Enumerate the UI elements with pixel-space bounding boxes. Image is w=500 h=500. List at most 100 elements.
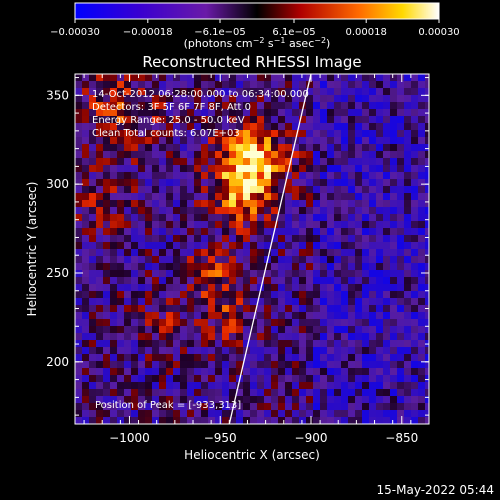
heatmap-cell xyxy=(397,417,405,424)
heatmap-cell xyxy=(320,249,328,257)
heatmap-cell xyxy=(110,235,118,243)
heatmap-cell xyxy=(187,389,195,397)
heatmap-cell xyxy=(327,417,335,424)
heatmap-cell xyxy=(152,277,160,285)
heatmap-cell xyxy=(229,256,237,264)
heatmap-cell xyxy=(278,340,286,348)
heatmap-cell xyxy=(404,396,412,404)
heatmap-cell xyxy=(369,214,377,222)
heatmap-cell xyxy=(159,81,167,89)
heatmap-cell xyxy=(152,368,160,376)
heatmap-cell xyxy=(397,298,405,306)
heatmap-cell xyxy=(404,277,412,285)
heatmap-cell xyxy=(376,354,384,362)
heatmap-cell xyxy=(173,396,181,404)
heatmap-cell xyxy=(194,193,202,201)
heatmap-cell xyxy=(117,298,125,306)
heatmap-cell xyxy=(425,284,429,292)
heatmap-cell xyxy=(411,116,419,124)
heatmap-cell xyxy=(313,130,321,138)
heatmap-cell xyxy=(411,298,419,306)
heatmap-cell xyxy=(390,123,398,131)
heatmap-cell xyxy=(292,207,300,215)
heatmap-cell xyxy=(369,410,377,418)
heatmap-cell xyxy=(306,410,314,418)
heatmap-cell xyxy=(124,95,132,103)
heatmap-cell xyxy=(201,214,209,222)
heatmap-cell xyxy=(236,291,244,299)
heatmap-cell xyxy=(166,242,174,250)
heatmap-cell xyxy=(110,144,118,152)
heatmap-cell xyxy=(285,74,293,82)
heatmap-cell xyxy=(173,179,181,187)
heatmap-cell xyxy=(362,221,370,229)
heatmap-cell xyxy=(89,88,97,96)
heatmap-cell xyxy=(257,249,265,257)
heatmap-cell xyxy=(117,396,125,404)
heatmap-cell xyxy=(117,172,125,180)
heatmap-cell xyxy=(117,375,125,383)
heatmap-cell xyxy=(425,319,429,327)
heatmap-cell xyxy=(201,347,209,355)
heatmap-cell xyxy=(411,123,419,131)
heatmap-cell xyxy=(194,375,202,383)
heatmap-cell xyxy=(82,158,90,166)
heatmap-cell xyxy=(89,123,97,131)
heatmap-cell xyxy=(418,235,426,243)
heatmap-cell xyxy=(383,74,391,82)
heatmap-cell xyxy=(292,389,300,397)
heatmap-cell xyxy=(369,207,377,215)
heatmap-cell xyxy=(124,116,132,124)
heatmap-cell xyxy=(82,130,90,138)
heatmap-cell xyxy=(418,81,426,89)
heatmap-cell xyxy=(75,382,83,390)
heatmap-cell xyxy=(313,193,321,201)
heatmap-cell xyxy=(215,186,223,194)
heatmap-cell xyxy=(250,95,258,103)
heatmap-cell xyxy=(208,123,216,131)
heatmap-cell xyxy=(166,151,174,159)
heatmap-cell xyxy=(341,200,349,208)
heatmap-cell xyxy=(215,130,223,138)
heatmap-cell xyxy=(299,242,307,250)
heatmap-cell xyxy=(201,102,209,110)
heatmap-cell xyxy=(194,249,202,257)
heatmap-cell xyxy=(250,88,258,96)
heatmap-cell xyxy=(341,81,349,89)
heatmap-cell xyxy=(215,382,223,390)
heatmap-cell xyxy=(285,116,293,124)
heatmap-cell xyxy=(299,410,307,418)
heatmap-cell xyxy=(187,144,195,152)
heatmap-cell xyxy=(271,284,279,292)
heatmap-cell xyxy=(138,242,146,250)
heatmap-cell xyxy=(264,165,272,173)
heatmap-cell xyxy=(110,319,118,327)
heatmap-cell xyxy=(327,116,335,124)
heatmap-cell xyxy=(201,277,209,285)
heatmap-cell xyxy=(180,200,188,208)
heatmap-cell xyxy=(313,340,321,348)
heatmap-cell xyxy=(131,249,139,257)
heatmap-cell xyxy=(383,333,391,341)
heatmap-cell xyxy=(299,81,307,89)
heatmap-cell xyxy=(299,298,307,306)
heatmap-cell xyxy=(278,389,286,397)
heatmap-cell xyxy=(348,151,356,159)
heatmap-cell xyxy=(222,410,230,418)
heatmap-cell xyxy=(138,312,146,320)
heatmap-cell xyxy=(180,389,188,397)
heatmap-cell xyxy=(376,389,384,397)
heatmap-cell xyxy=(390,116,398,124)
heatmap-cell xyxy=(362,123,370,131)
heatmap-cell xyxy=(229,179,237,187)
heatmap-cell xyxy=(278,305,286,313)
heatmap-cell xyxy=(334,361,342,369)
heatmap-cell xyxy=(362,354,370,362)
heatmap-cell xyxy=(152,151,160,159)
heatmap-cell xyxy=(110,158,118,166)
heatmap-cell xyxy=(250,221,258,229)
heatmap-cell xyxy=(145,368,153,376)
heatmap-cell xyxy=(292,123,300,131)
heatmap-cell xyxy=(376,403,384,411)
heatmap-cell xyxy=(271,123,279,131)
